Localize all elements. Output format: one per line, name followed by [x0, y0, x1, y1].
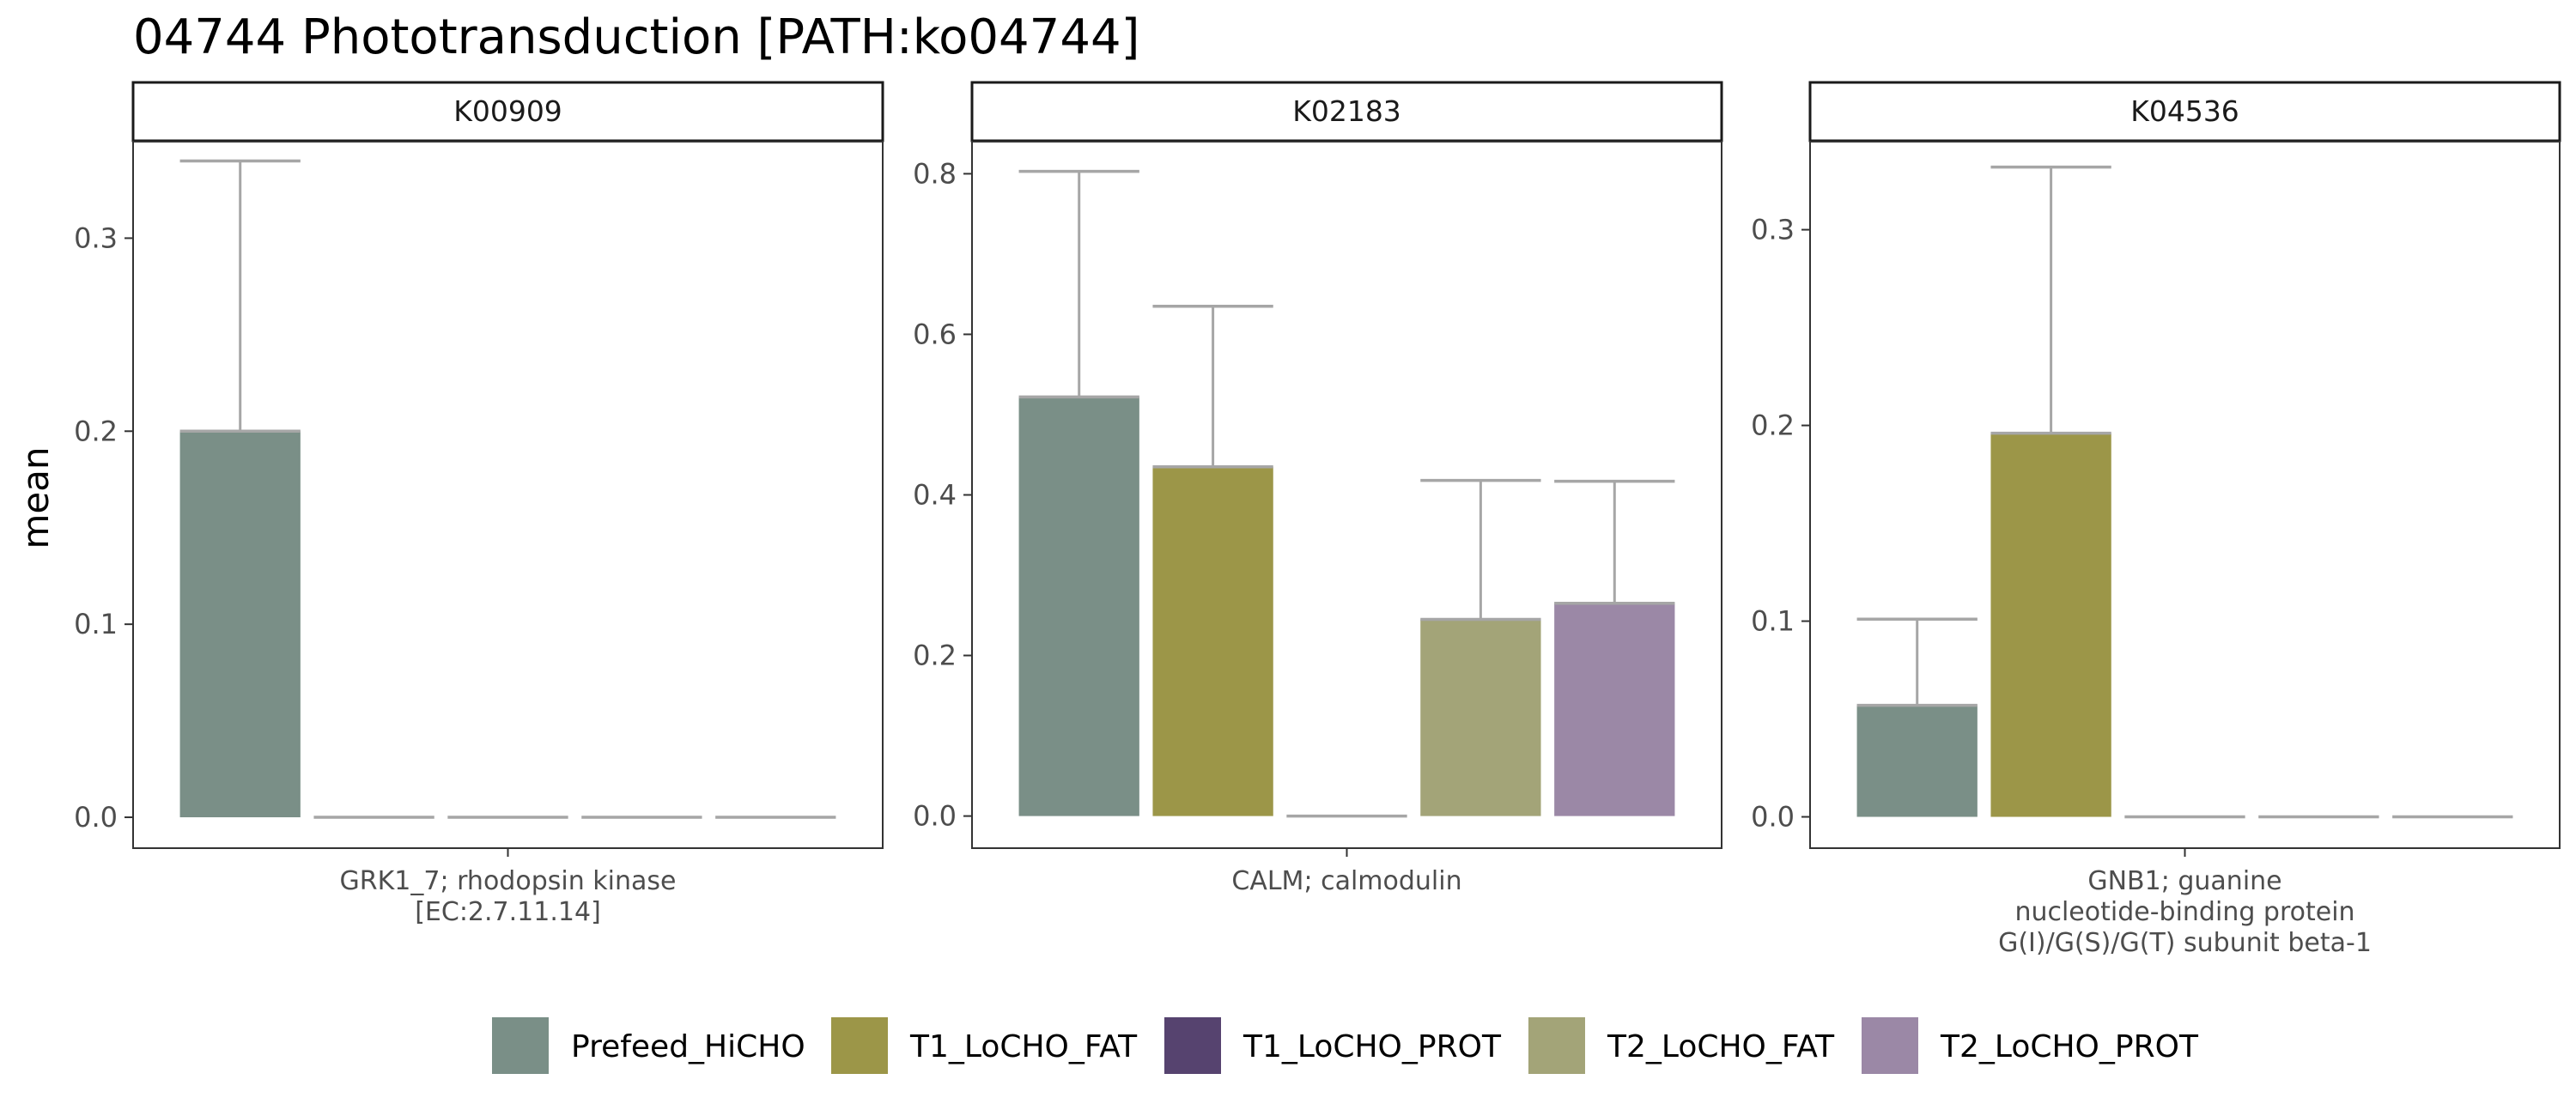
- y-tick-label: 0.8: [913, 157, 957, 190]
- legend-label: T2_LoCHO_FAT: [1607, 1029, 1835, 1064]
- x-tick-label: G(I)/G(S)/G(T) subunit beta-1: [1998, 928, 2372, 958]
- y-tick-label: 0.6: [913, 318, 957, 350]
- x-tick-label: CALM; calmodulin: [1231, 866, 1461, 896]
- legend: Prefeed_HiCHO T1_LoCHO_FAT T1_LoCHO_PROT T2…: [492, 1017, 2199, 1074]
- facet-panels: K00909 0.0 0.1 0.2 0.3 GRK1_7; rhodopsin kina…: [74, 81, 2561, 958]
- legend-label: T1_LoCHO_PROT: [1242, 1029, 1502, 1064]
- y-tick-label: 0.3: [1751, 214, 1795, 246]
- y-axis-title: mean: [15, 446, 57, 549]
- x-tick-label: GNB1; guanine: [2087, 866, 2281, 896]
- legend-label: T1_LoCHO_FAT: [909, 1029, 1138, 1064]
- legend-key: [831, 1017, 888, 1074]
- y-tick-label: 0.2: [1751, 409, 1795, 442]
- legend-key: [1528, 1017, 1585, 1074]
- y-tick-label: 0.0: [913, 800, 957, 833]
- facet-strip: [1808, 81, 2561, 143]
- y-tick-label: 0.0: [74, 801, 118, 834]
- legend-key: [1164, 1017, 1221, 1074]
- legend-label: T2_LoCHO_PROT: [1940, 1029, 2199, 1064]
- bar: [1554, 603, 1675, 816]
- facet-strip: [131, 81, 884, 143]
- bar: [179, 431, 301, 818]
- bar: [1990, 433, 2111, 817]
- bar: [1018, 397, 1139, 816]
- y-tick-label: 0.2: [913, 640, 957, 672]
- bar: [1152, 466, 1273, 816]
- legend-key: [1862, 1017, 1918, 1074]
- facet-strip-label: K04536: [2130, 94, 2239, 128]
- facet-panel: K02183 0.0 0.2 0.4 0.6 0.8 CALM; calmodulin: [913, 81, 1723, 896]
- y-tick-label: 0.0: [1751, 801, 1795, 834]
- legend-key: [492, 1017, 549, 1074]
- legend-label: Prefeed_HiCHO: [571, 1029, 805, 1064]
- y-tick-label: 0.1: [1751, 605, 1795, 638]
- y-tick-label: 0.2: [74, 415, 118, 447]
- x-tick-label: nucleotide-binding protein: [2014, 897, 2354, 927]
- y-tick-label: 0.1: [74, 608, 118, 640]
- x-tick-label: GRK1_7; rhodopsin kinase: [340, 866, 677, 896]
- facet-strip-label: K02183: [1292, 94, 1401, 128]
- y-tick-label: 0.4: [913, 479, 957, 512]
- bar: [1856, 705, 1978, 817]
- facet-strip-label: K00909: [453, 94, 562, 128]
- y-tick-label: 0.3: [74, 221, 118, 254]
- bar: [1420, 619, 1541, 816]
- facet-panel: K04536 0.0 0.1 0.2 0.3 GNB1; guaninenucleotid…: [1751, 81, 2561, 958]
- x-tick-label: [EC:2.7.11.14]: [415, 897, 601, 927]
- chart-title: 04744 Phototransduction [PATH:ko04744]: [133, 9, 1139, 65]
- facet-panel: K00909 0.0 0.1 0.2 0.3 GRK1_7; rhodopsin kina…: [74, 81, 884, 927]
